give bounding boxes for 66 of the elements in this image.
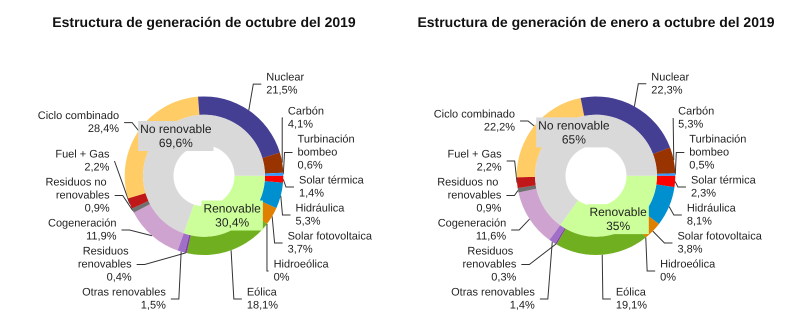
data-label: 28,4% [88,123,120,136]
data-label: 11,9% [86,230,117,242]
slice-label: Eólica [616,286,647,298]
data-label: 35% [606,219,630,234]
slice-label: Solar térmica [690,174,757,186]
data-label: 3,8% [677,244,703,256]
data-label: 18,1% [246,300,278,312]
slice-label: Solar térmica [298,174,365,186]
slice-label: Fuel + Gas [448,148,502,160]
data-label: 0,3% [491,272,517,284]
data-label: 65% [562,132,586,146]
slice-label: No renovable [140,122,212,136]
data-label: 22,2% [484,121,516,134]
slice-label: Otras renovables [82,286,166,298]
slice-label: Residuos renovables [78,246,132,270]
data-label: 0,6% [298,160,323,172]
slice-label: Carbón [678,106,714,118]
text: 0% [274,272,290,284]
data-label: 5,3% [295,216,321,228]
data-label: 5,3% [678,118,704,130]
data-label: 11,6% [476,230,506,242]
slice-label: Cogeneración [48,218,116,230]
data-label: 0,9% [476,202,502,214]
data-label: 19,1% [616,300,648,312]
slice-label: No renovable [538,118,610,132]
data-label: 2,2% [84,162,110,174]
data-label: 1,5% [140,300,166,312]
category-label: Hidroeólica [660,258,716,270]
data-label: 0,5% [689,160,715,172]
slice-label: Residuos renovables [462,246,517,270]
slice-label: Ciclo combinado [434,108,516,120]
slice-label: Renovable [589,205,648,220]
slice-label: Cogeneración [438,218,506,230]
data-label: 22,3% [651,84,683,96]
slice-label: Eólica [246,286,278,298]
data-label: 0,4% [106,272,132,284]
data-label: 1,4% [298,188,324,200]
slice-label: Fuel + Gas [55,148,110,160]
slice-label: Ciclo combinado [38,110,120,122]
slice-label: Renovable [203,202,262,216]
data-label: 0,9% [84,202,110,214]
slice-label: Turbinación bombeo [689,134,750,158]
data-label: 2,3% [690,188,716,200]
slice-label: Solar fotovoltaica [677,230,763,242]
slice-label: Hidráulica [295,202,346,214]
data-label: 3,7% [288,244,313,256]
data-label: 8,1% [686,216,712,228]
slice-label: Solar fotovoltaica [288,230,373,242]
data-label: 21,5% [266,84,298,97]
slice-label: Residuos no renovables [437,176,502,202]
slice-label: Nuclear [266,72,305,84]
text: 0% [660,272,676,284]
slice-label: Residuos no renovables [45,176,110,202]
slice-label: Hidráulica [686,202,737,214]
data-label: 30,4% [215,216,250,230]
slice-label: Nuclear [651,71,690,84]
slice-label: Otras renovables [451,286,536,298]
data-label: 2,2% [476,162,502,174]
chart-title: Estructura de generación de octubre del 2019 [52,14,356,30]
data-label: 4,1% [288,118,314,130]
data-label: 69,6% [158,136,194,150]
data-label: 1,4% [510,300,536,312]
category-label: Hidroeólica [274,258,329,270]
chart-title: Estructura de generación de enero a octubre del 2019 [417,14,775,30]
slice-label: Carbón [288,106,324,118]
slice-label: Turbinación bombeo [298,134,358,158]
